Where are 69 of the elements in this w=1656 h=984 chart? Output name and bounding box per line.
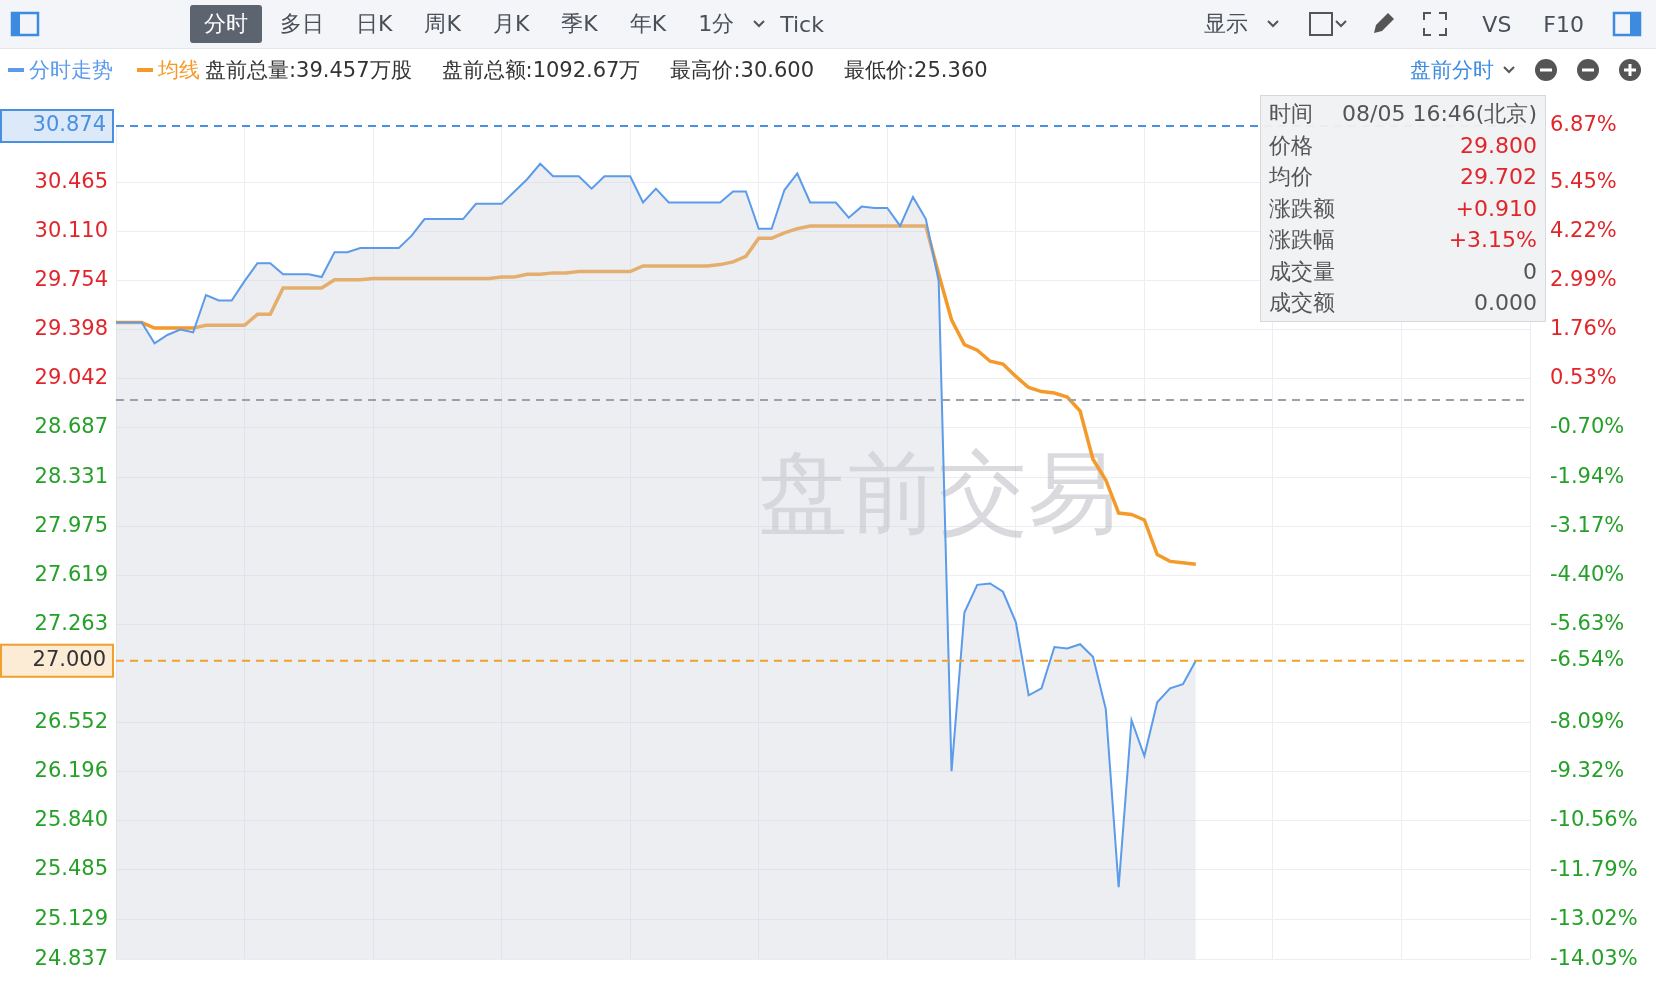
- y2-tick-label: -6.54%: [1550, 647, 1625, 672]
- y-tick-label: 30.110: [34, 217, 108, 242]
- y-tick-label: 25.129: [34, 905, 108, 930]
- y-tick-label: 30.465: [34, 168, 108, 193]
- annotation: +3.15%: [1447, 226, 1537, 254]
- text: 多日: [279, 10, 325, 38]
- y-tick-label: 25.840: [34, 807, 108, 832]
- y-tick-label: 29.042: [34, 365, 108, 390]
- y2-tick-label: 6.87%: [1550, 112, 1617, 137]
- annotation: 成交额: [1269, 289, 1336, 317]
- annotation: 价格: [1269, 131, 1314, 160]
- annotation: 涨跌额: [1269, 194, 1336, 223]
- y2-tick-label: -3.17%: [1550, 512, 1625, 537]
- annotation: 0.000: [1473, 289, 1537, 317]
- y-tick-label: 29.754: [34, 267, 108, 292]
- text: 月K: [491, 10, 531, 38]
- y2-tick-label: -5.63%: [1550, 610, 1625, 635]
- y-tick-label: 25.485: [34, 856, 108, 881]
- legend-label: 分时走势: [29, 57, 113, 84]
- y2-tick-label: -4.40%: [1550, 561, 1625, 586]
- y-tick-label: 28.331: [34, 463, 108, 488]
- y2-tick-label: -0.70%: [1550, 414, 1625, 439]
- y2-tick-label: -1.94%: [1550, 463, 1625, 488]
- y-tick-label: 24.837: [34, 945, 108, 970]
- annotation: 08/05 16:46(北京): [1341, 100, 1537, 128]
- text: Tick: [779, 10, 825, 39]
- text: 年K: [628, 10, 668, 38]
- y-tick-label: 29.398: [34, 316, 108, 341]
- y-tick-label: 26.196: [34, 758, 108, 783]
- annotation: 成交量: [1269, 257, 1336, 286]
- annotation: 29.702: [1459, 163, 1537, 191]
- text: 季K: [560, 10, 599, 38]
- text: 盘前总量:39.457万股: [205, 57, 412, 84]
- y2-tick-label: -8.09%: [1550, 708, 1625, 733]
- y-tick-label: 27.975: [34, 512, 108, 537]
- annotation: 29.800: [1459, 131, 1537, 160]
- text: 最低价:25.360: [844, 57, 988, 84]
- y2-tick-label: -13.02%: [1550, 905, 1638, 930]
- text: 日K: [355, 10, 394, 38]
- text: 周K: [423, 10, 462, 38]
- y-tick-label: 26.552: [34, 709, 108, 734]
- y2-tick-label: -14.03%: [1550, 945, 1638, 970]
- annotation: 均价: [1269, 163, 1314, 191]
- y2-tick-label: 2.99%: [1550, 267, 1617, 292]
- y2-tick-label: 1.76%: [1550, 316, 1617, 341]
- text: 盘前分时: [1410, 57, 1494, 84]
- ref-line-label: 30.874: [32, 112, 106, 137]
- y2-tick-label: 0.53%: [1550, 365, 1617, 390]
- annotation: 0: [1522, 257, 1537, 286]
- legend-label: 均线: [158, 57, 200, 84]
- y2-tick-label: -11.79%: [1550, 856, 1638, 881]
- y2-tick-label: 4.22%: [1550, 218, 1617, 243]
- text: 分时: [190, 5, 262, 43]
- annotation: 涨跌幅: [1269, 226, 1336, 254]
- y-tick-label: 27.263: [34, 610, 108, 635]
- text: 最高价:30.600: [670, 57, 815, 84]
- text: 显示: [1203, 10, 1250, 38]
- text: VS: [1481, 10, 1513, 39]
- annotation: +0.910: [1454, 194, 1537, 223]
- y2-tick-label: -10.56%: [1550, 807, 1638, 832]
- text: 1分: [697, 10, 736, 38]
- ref-line-label: 27.000: [32, 647, 106, 672]
- y2-tick-label: 5.45%: [1550, 169, 1617, 194]
- text: F10: [1542, 10, 1585, 39]
- y-tick-label: 27.619: [34, 561, 108, 586]
- text: 盘前总额:1092.67万: [441, 57, 641, 84]
- y-tick-label: 28.687: [34, 414, 108, 439]
- annotation: 时间: [1269, 100, 1314, 128]
- y2-tick-label: -9.32%: [1550, 758, 1625, 783]
